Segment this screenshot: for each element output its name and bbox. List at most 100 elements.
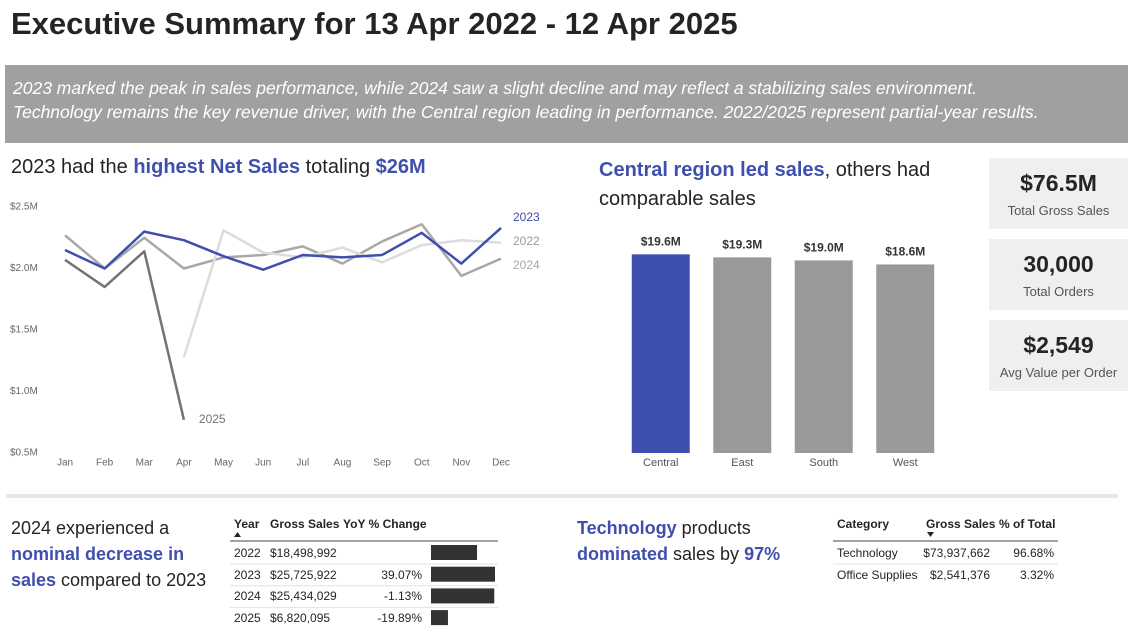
y-tick-label: $1.0M (10, 386, 38, 397)
text-part: $26M (375, 156, 426, 178)
gross-sales-cell: $6,820,095 (270, 611, 331, 626)
text-part: Technology (577, 518, 677, 538)
series-line (182, 229, 502, 358)
gross-sales-cell: $18,498,992 (270, 546, 337, 560)
text-part: dominated (577, 544, 669, 564)
column-header: Year (234, 517, 260, 531)
series-line (64, 226, 502, 271)
x-tick-label: Feb (96, 458, 114, 469)
kpi-card: $76.5M Total Gross Sales (989, 158, 1128, 229)
text-part: 2024 experienced a (11, 518, 170, 538)
yoy-cell: -1.13% (383, 589, 422, 604)
yoy-cell: -19.89% (377, 611, 422, 626)
x-tick-label: Nov (452, 458, 470, 469)
data-bar (431, 545, 478, 560)
x-tick-label: Apr (176, 458, 192, 469)
summary-text: 2023 marked the peak in sales performanc… (13, 76, 1039, 124)
page-title: Executive Summary for 13 Apr 2022 - 12 A… (11, 6, 738, 41)
table-cell: Technology (837, 546, 898, 560)
bar (631, 254, 690, 453)
sort-descending (927, 532, 934, 537)
y-tick-label: $1.5M (10, 325, 38, 336)
bar (876, 264, 935, 453)
kpi-label: Total Orders (1023, 284, 1094, 299)
bar-chart-title: Central region led sales, others had com… (599, 156, 974, 214)
bar-value-label: $19.0M (804, 241, 844, 255)
y-tick-label: $0.5M (10, 448, 38, 459)
bar-value-label: $19.6M (641, 234, 681, 248)
column-header: Gross Sales (926, 517, 996, 531)
summary-box: 2023 marked the peak in sales performanc… (5, 65, 1128, 143)
year-cell: 2024 (234, 589, 261, 604)
yoy-text: 2024 experienced a nominal decrease in s… (11, 515, 226, 593)
summary-line: 2023 marked the peak in sales performanc… (13, 78, 977, 98)
x-tick-label: Dec (492, 458, 510, 469)
year-cell: 2022 (234, 546, 261, 560)
yoy-cell: 39.07% (381, 567, 422, 582)
x-tick-label: Jun (255, 458, 271, 469)
summary-line: Technology remains the key revenue drive… (13, 102, 1039, 122)
table-cell: 96.68% (1013, 546, 1054, 560)
table-cell: 3.32% (1019, 567, 1054, 582)
series-label: 2024 (513, 258, 540, 272)
x-tick-label: Oct (414, 458, 430, 469)
text-part: , others had comparable sales (599, 159, 931, 210)
x-tick-label: Jul (296, 458, 309, 469)
x-tick-label: East (731, 457, 753, 469)
text-part: sales by (668, 544, 745, 564)
table-cell: Office Supplies (837, 567, 918, 582)
bar-value-label: $18.6M (885, 245, 925, 259)
series-line (64, 250, 186, 421)
bar-value-label: $19.3M (722, 238, 762, 252)
series-label: 2025 (199, 412, 226, 426)
x-tick-label: Mar (136, 458, 154, 469)
kpi-card: 30,000 Total Orders (989, 239, 1128, 310)
x-tick-label: Aug (334, 458, 352, 469)
column-header: Gross Sales (270, 517, 340, 531)
text-part: 97% (744, 544, 781, 564)
year-cell: 2025 (234, 611, 261, 626)
column-header: YoY % Change (343, 517, 427, 531)
data-bar (431, 610, 448, 626)
series-label: 2023 (513, 210, 540, 224)
gross-sales-cell: $25,725,922 (270, 567, 337, 582)
bar (713, 257, 772, 453)
series-line (64, 222, 502, 278)
column-header: % of Total (999, 517, 1056, 531)
text-part: compared to 2023 (56, 570, 207, 590)
x-tick-label: Central (643, 457, 678, 469)
kpi-value: $76.5M (1020, 170, 1097, 196)
text-part: highest Net Sales (133, 156, 301, 178)
text-part: 2023 had the (11, 156, 134, 178)
x-tick-label: West (893, 457, 918, 469)
kpi-value: $2,549 (1023, 332, 1094, 358)
category-text: Technology products dominated sales by 9… (577, 515, 807, 567)
x-tick-label: South (809, 457, 838, 469)
data-bar (431, 566, 495, 582)
text-part: products (676, 518, 751, 538)
table-cell: $73,937,662 (923, 546, 990, 560)
text-part: totaling (300, 156, 376, 178)
data-bar (431, 588, 495, 604)
kpi-value: 30,000 (1023, 251, 1094, 277)
text-part: Central region led sales (599, 159, 825, 181)
x-tick-label: May (214, 458, 233, 469)
gross-sales-cell: $25,434,029 (270, 589, 337, 604)
kpi-label: Total Gross Sales (1007, 203, 1110, 218)
column-header: Category (837, 517, 890, 531)
text-part: nominal decrease in sales (11, 544, 185, 590)
sort-ascending (234, 532, 241, 537)
kpi-card: $2,549 Avg Value per Order (989, 320, 1128, 391)
y-tick-label: $2.5M (10, 202, 38, 213)
bar (794, 260, 853, 453)
year-cell: 2023 (234, 567, 261, 582)
x-tick-label: Jan (57, 458, 73, 469)
x-tick-label: Sep (373, 458, 391, 469)
line-chart-title: 2023 had the highest Net Sales totaling … (11, 156, 426, 179)
y-tick-label: $2.0M (10, 263, 38, 274)
table-cell: $2,541,376 (929, 567, 990, 582)
kpi-label: Avg Value per Order (999, 365, 1118, 380)
series-label: 2022 (513, 234, 540, 248)
